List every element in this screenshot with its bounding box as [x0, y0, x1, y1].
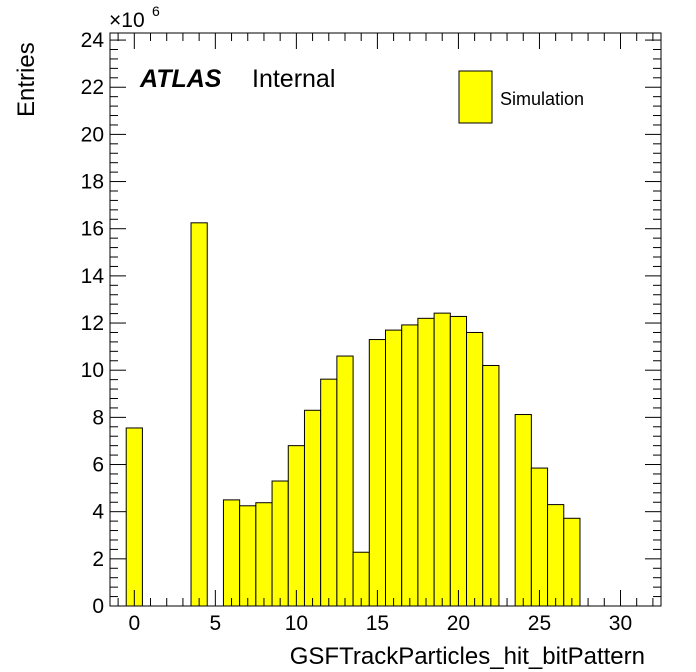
x-tick-label: 10 [285, 612, 308, 635]
legend-label-simulation: Simulation [500, 89, 584, 109]
y-tick-label: 0 [92, 595, 104, 618]
histogram-bar [368, 339, 387, 607]
x-tick-label: 25 [528, 612, 551, 635]
x-tick-label: 20 [447, 612, 470, 635]
histogram-bar [449, 315, 468, 607]
histogram-bar [222, 499, 241, 607]
y-tick-label: 24 [81, 29, 105, 52]
histogram-bar [271, 480, 289, 607]
histogram-bar [417, 317, 435, 607]
y-tick-label: 6 [92, 454, 104, 477]
histogram-bar [563, 517, 581, 607]
x-tick-label: 0 [128, 612, 140, 635]
histogram-bar [303, 409, 322, 607]
histogram-bar [125, 427, 143, 607]
x-tick-label: 30 [609, 612, 632, 635]
histogram-bar [336, 355, 354, 607]
histogram-bars [125, 222, 581, 607]
histogram-bar [482, 364, 500, 607]
y-tick-label: 20 [81, 123, 104, 146]
y-tick-label: 12 [81, 312, 104, 335]
y-tick-label: 4 [92, 501, 104, 524]
histogram-bar [466, 331, 484, 607]
x-axis-ticks: 0 5 10 15 20 25 30 [117, 33, 654, 635]
histogram-bar [401, 324, 419, 607]
histogram-bar [352, 551, 370, 607]
y-tick-label: 8 [92, 406, 104, 429]
y-axis-multiplier-exponent: 6 [152, 3, 160, 19]
x-axis-label: GSFTrackParticles_hit_bitPattern [290, 643, 645, 670]
y-tick-label: 14 [81, 265, 105, 288]
y-tick-label: 16 [81, 218, 104, 241]
x-tick-label: 15 [366, 612, 389, 635]
y-tick-label: 22 [81, 76, 104, 99]
histogram-bar [190, 222, 208, 607]
histogram-bar [433, 312, 451, 607]
histogram-bar [287, 445, 305, 607]
histogram-bar [530, 467, 549, 607]
y-tick-label: 2 [92, 548, 104, 571]
y-axis-label: Entries [13, 42, 40, 117]
y-tick-label: 10 [81, 359, 104, 382]
histogram-bar [547, 504, 565, 607]
plot-frame [109, 32, 662, 607]
legend: Simulation [458, 70, 584, 124]
histogram-bar [255, 502, 273, 607]
y-tick-label: 18 [81, 171, 104, 194]
atlas-status-label: Internal [252, 65, 335, 93]
legend-swatch-simulation [458, 70, 493, 124]
histogram-bar [385, 329, 403, 607]
histogram-bar [320, 378, 338, 607]
histogram-bar [514, 414, 532, 607]
x-tick-label: 5 [209, 612, 221, 635]
atlas-label: ATLAS [139, 65, 222, 93]
y-axis-multiplier: ×10 [109, 9, 145, 32]
histogram-bar [239, 505, 257, 607]
